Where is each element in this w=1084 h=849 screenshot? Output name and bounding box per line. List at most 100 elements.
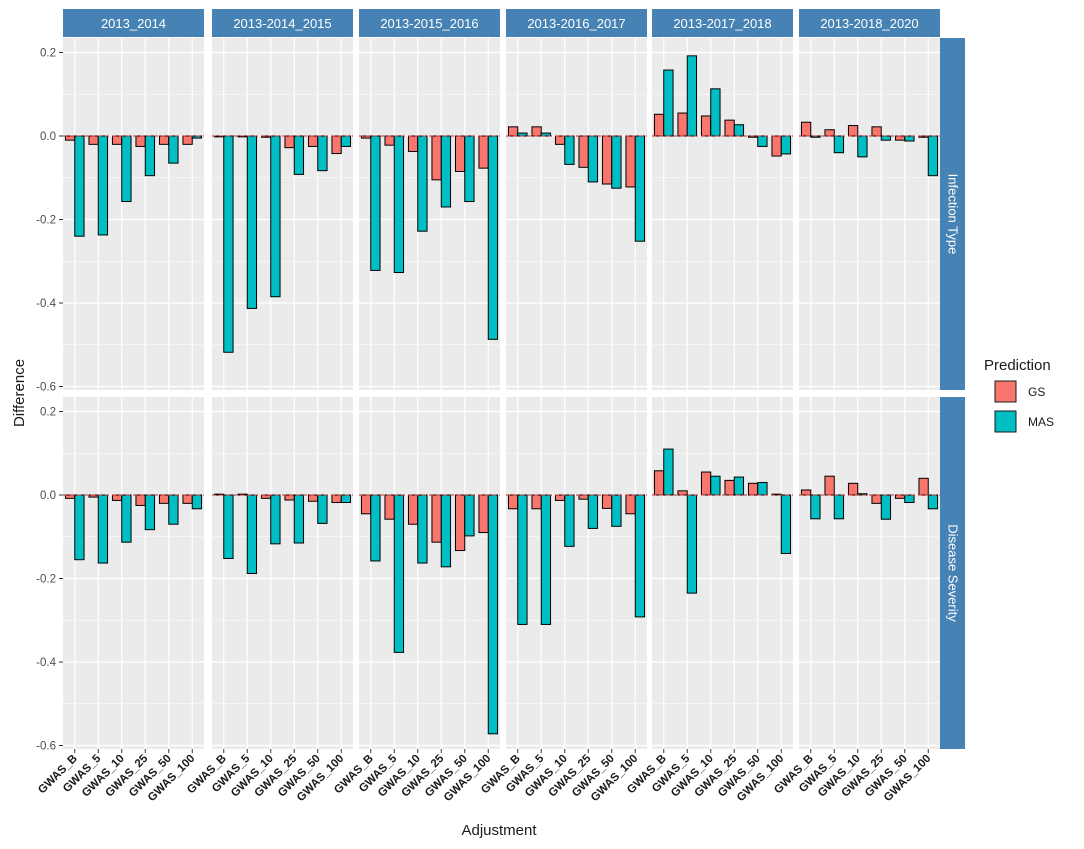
- bar-gs-gwas-25: [724, 479, 735, 496]
- panel-background: [799, 397, 940, 749]
- legend-label-gs: GS: [1028, 385, 1045, 399]
- y-tick-label: 0.2: [40, 48, 56, 60]
- bar-gs-gwas-50: [894, 494, 906, 499]
- bar-mas-gwas-10: [857, 135, 868, 158]
- bar-gs-gwas-10: [111, 494, 123, 501]
- bar-mas-gwas-b: [223, 135, 234, 353]
- bar-gs-gwas-100: [771, 135, 782, 157]
- bar-gs-gwas-100: [918, 477, 929, 496]
- bar-mas-gwas-10: [710, 475, 721, 496]
- facet-strip-4: [652, 9, 793, 37]
- bar-gs-gwas-50: [454, 494, 466, 552]
- y-tick-label: -0.4: [36, 298, 56, 310]
- bar-gs-gwas-5: [531, 494, 542, 510]
- bar-mas-gwas-5: [97, 494, 109, 564]
- facet-strip-label-3: 2013-2016_2017: [527, 16, 625, 31]
- bar-mas-gwas-25: [440, 135, 452, 208]
- facet-strip-label-4: 2013-2017_2018: [673, 16, 771, 31]
- panel-background: [506, 397, 647, 749]
- panel-1-2: [359, 397, 500, 749]
- panels-layer: 2013_2014 2013-2014_2015 2013-2015_2016 201…: [36, 9, 965, 804]
- bar-mas-gwas-5: [540, 132, 552, 137]
- panel-0-2: [359, 38, 500, 390]
- panel-background: [799, 38, 940, 390]
- bar-mas-gwas-25: [880, 494, 892, 520]
- bar-gs-gwas-100: [478, 494, 489, 534]
- panel-background: [212, 38, 353, 390]
- bar-gs-gwas-10: [847, 125, 859, 137]
- bar-mas-gwas-100: [927, 494, 939, 510]
- row-strip-1: [940, 397, 965, 749]
- bar-gs-gwas-10: [554, 135, 566, 145]
- bar-gs-gwas-b: [507, 494, 519, 510]
- bar-gs-gwas-25: [871, 126, 882, 137]
- bar-mas-gwas-25: [144, 135, 156, 177]
- bar-gs-gwas-b: [64, 135, 76, 141]
- bar-mas-gwas-50: [611, 135, 622, 189]
- bar-gs-gwas-25: [135, 494, 146, 506]
- bar-mas-gwas-100: [487, 494, 499, 735]
- panel-0-0: [63, 38, 204, 390]
- bar-mas-gwas-25: [587, 494, 599, 529]
- bar-mas-gwas-5: [540, 494, 552, 625]
- bar-mas-gwas-10: [564, 494, 575, 547]
- bar-mas-gwas-50: [611, 494, 622, 527]
- bar-gs-gwas-50: [158, 494, 170, 504]
- row-strip-label-1: Disease Severity: [946, 524, 961, 622]
- bar-mas-gwas-b: [370, 494, 381, 562]
- bar-mas-gwas-b: [370, 135, 381, 271]
- bar-mas-gwas-5: [833, 494, 845, 520]
- bar-gs-gwas-10: [700, 471, 712, 496]
- bar-gs-gwas-10: [700, 115, 712, 137]
- bar-gs-gwas-25: [724, 119, 735, 137]
- bar-mas-gwas-10: [417, 494, 428, 564]
- facet-strip-1: [212, 9, 353, 37]
- bar-mas-gwas-50: [904, 135, 915, 142]
- bar-gs-gwas-50: [454, 135, 466, 172]
- legend-label-mas: MAS: [1028, 415, 1054, 429]
- facet-strip-5: [799, 9, 940, 37]
- bar-mas-gwas-10: [121, 135, 132, 203]
- bar-gs-gwas-b: [507, 126, 519, 137]
- facet-strip-3: [506, 9, 647, 37]
- bar-gs-gwas-5: [824, 129, 835, 137]
- bar-mas-gwas-50: [757, 481, 768, 496]
- bar-gs-gwas-b: [800, 121, 812, 137]
- bar-mas-gwas-100: [340, 494, 352, 504]
- bar-gs-gwas-b: [64, 494, 76, 499]
- bar-mas-gwas-50: [904, 494, 915, 504]
- bar-mas-gwas-10: [270, 494, 281, 545]
- bar-gs-gwas-b: [653, 113, 665, 137]
- bar-gs-gwas-5: [824, 475, 835, 496]
- panel-1-5: [799, 397, 940, 749]
- panel-1-1: [212, 397, 353, 749]
- bar-mas-gwas-25: [733, 124, 745, 137]
- bar-mas-gwas-10: [417, 135, 428, 232]
- facet-strip-label-0: 2013_2014: [101, 16, 166, 31]
- bar-mas-gwas-5: [833, 135, 845, 154]
- bar-mas-gwas-10: [121, 494, 132, 543]
- panel-1-3: [506, 397, 647, 749]
- bar-mas-gwas-25: [440, 494, 452, 568]
- bar-mas-gwas-100: [927, 135, 939, 177]
- y-tick-label: 0.0: [40, 490, 56, 502]
- bar-mas-gwas-10: [564, 135, 575, 165]
- bar-mas-gwas-100: [191, 494, 203, 510]
- bar-gs-gwas-50: [747, 482, 759, 496]
- bar-mas-gwas-b: [74, 135, 85, 237]
- legend-title: Prediction: [984, 357, 1051, 374]
- bar-mas-gwas-5: [686, 494, 698, 594]
- bar-mas-gwas-25: [587, 135, 599, 183]
- row-strip-label-0: Infection Type: [946, 174, 961, 255]
- bar-mas-gwas-5: [246, 135, 258, 309]
- bar-mas-gwas-50: [168, 494, 179, 525]
- bar-gs-gwas-25: [578, 494, 589, 500]
- row-strip-0: [940, 38, 965, 390]
- legend: Prediction GS MAS: [984, 357, 1054, 433]
- panel-background: [359, 397, 500, 749]
- bar-mas-gwas-b: [663, 448, 674, 496]
- bar-gs-gwas-25: [871, 494, 882, 504]
- bar-mas-gwas-25: [733, 476, 745, 496]
- bar-gs-gwas-100: [182, 494, 193, 504]
